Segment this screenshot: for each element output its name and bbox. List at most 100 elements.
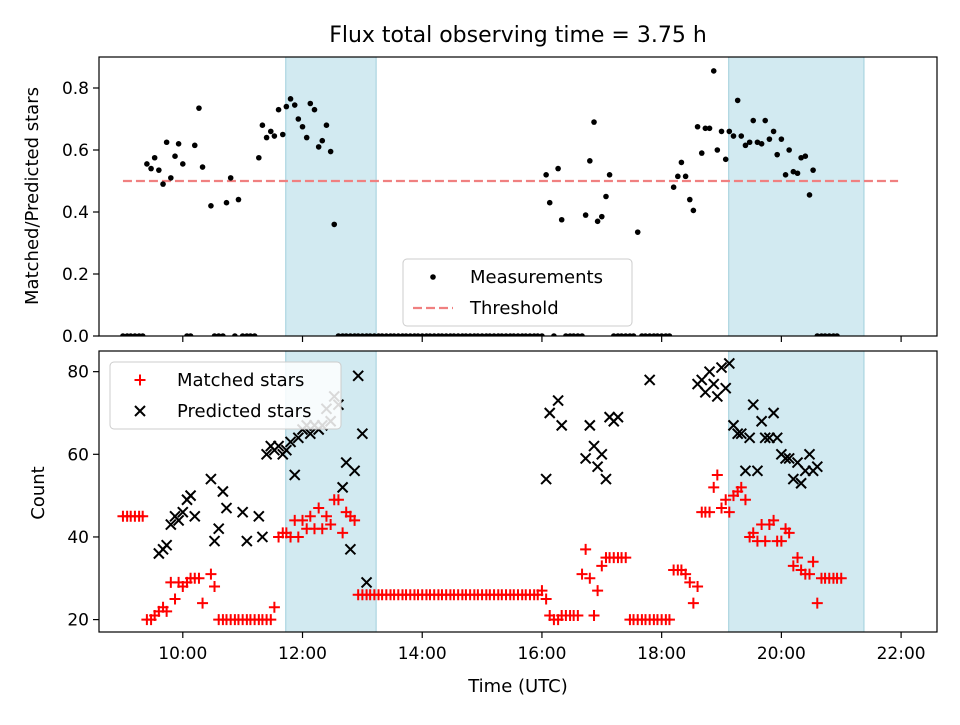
measurement-point [570,333,577,336]
x-tick-label: 16:00 [517,644,566,664]
predicted-stars-point [241,535,253,547]
measurement-point [675,173,681,180]
measurement-point [539,333,545,336]
measurement-point [287,96,294,102]
bottom-panel-y-tick-label: 20 [67,611,89,631]
predicted-stars-point [280,444,293,456]
matched-stars-point [332,494,344,506]
measurement-point [227,175,234,181]
top-panel: 0.0 0.2 0.4 0.6 0.8 Measurements Threshold [62,56,938,347]
measurement-point [163,139,170,146]
measurement-point [746,139,753,146]
legend-label: Measurements [470,267,603,288]
top-panel-y-tick-label: 0.6 [62,141,89,161]
measurement-point [606,172,613,178]
measurement-point [742,142,749,149]
matched-stars-point [596,560,608,572]
measurement-point [778,136,785,142]
measurement-point [379,333,385,336]
matched-stars-point [161,605,173,617]
plot-layer: 0.0 0.2 0.4 0.6 0.8 Measurements Threshold 20 40… [62,56,938,664]
predicted-stars-point [555,419,568,432]
predicted-stars-point [253,510,265,523]
measurement-point [208,203,214,209]
legend-predicted-stars-marker [134,405,146,417]
measurement-point [634,229,641,235]
measurement-point [694,123,701,130]
predicted-stars-point [177,506,189,518]
top-panel-y-tick-label: 0.2 [62,265,89,285]
x-tick-label: 22:00 [877,644,926,664]
measurement-point [579,333,585,336]
measurement-point [311,106,318,113]
measurement-point [814,333,821,336]
matched-stars-point [792,552,804,564]
predicted-stars-point [236,506,249,518]
matched-stars-point [536,585,548,597]
matched-stars-point [711,469,723,481]
matched-stars-point [708,481,720,493]
matched-stars-point [297,514,309,526]
legend-matched-stars-marker [134,374,146,386]
measurement-point [666,333,673,336]
matched-stars-point [540,593,552,605]
measurement-point [543,172,549,178]
measurement-point [156,167,162,173]
measurement-point [371,333,378,336]
measurement-point [355,333,361,336]
measurement-point [132,333,138,336]
matched-stars-point [584,572,596,584]
measurement-point [642,333,649,336]
bottom-panel-frame [98,350,938,633]
predicted-stars-point [540,473,552,485]
measurement-point [415,333,421,336]
predicted-stars-point [289,469,301,481]
matched-stars-point [313,502,325,514]
predicted-stars-point [759,432,771,444]
measurement-point [295,116,302,122]
measurement-point [822,333,828,336]
legend-label: Threshold [469,298,559,319]
measurement-point [758,141,765,147]
predicted-stars-point [184,489,197,502]
measurement-point [738,133,745,139]
predicted-stars-point [719,382,732,394]
bottom-panel-legend: Matched stars Predicted stars [109,361,342,430]
matched-stars-point [620,552,632,564]
measurement-point [267,128,274,135]
predicted-stars-point [356,427,369,440]
measurement-point [175,141,182,147]
measurement-point [522,333,529,336]
measurement-point [291,102,298,108]
predicted-stars-point [205,473,217,485]
matched-stars-point [197,597,209,609]
measurement-point [690,207,697,214]
predicted-stars-point [755,415,768,427]
matched-stars-point [169,593,181,605]
matched-stars-point [787,560,799,572]
matched-stars-point [292,531,304,543]
predicted-stars-point [172,514,185,527]
measurement-point [503,333,509,336]
measurement-point [251,333,258,336]
predicted-stars-point [803,448,816,461]
measurement-point [223,199,230,206]
x-tick-label: 10:00 [158,644,207,664]
measurement-point [546,199,553,206]
x-tick-label: 20:00 [757,644,806,664]
top-panel-y-axis-label: Matched/Predicted stars [22,87,43,305]
measurement-point [331,221,338,228]
matched-stars-point [807,556,819,568]
measurement-point [275,106,282,113]
predicted-stars-point [795,477,807,489]
measurement-point [563,333,569,336]
measurement-point [127,333,134,336]
measurement-point [511,333,517,336]
measurement-point [196,105,202,111]
matched-stars-point [265,614,277,626]
matched-stars-point [804,568,816,580]
measurement-point [475,333,481,336]
predicted-stars-point [779,452,792,465]
measurement-point [534,333,541,336]
